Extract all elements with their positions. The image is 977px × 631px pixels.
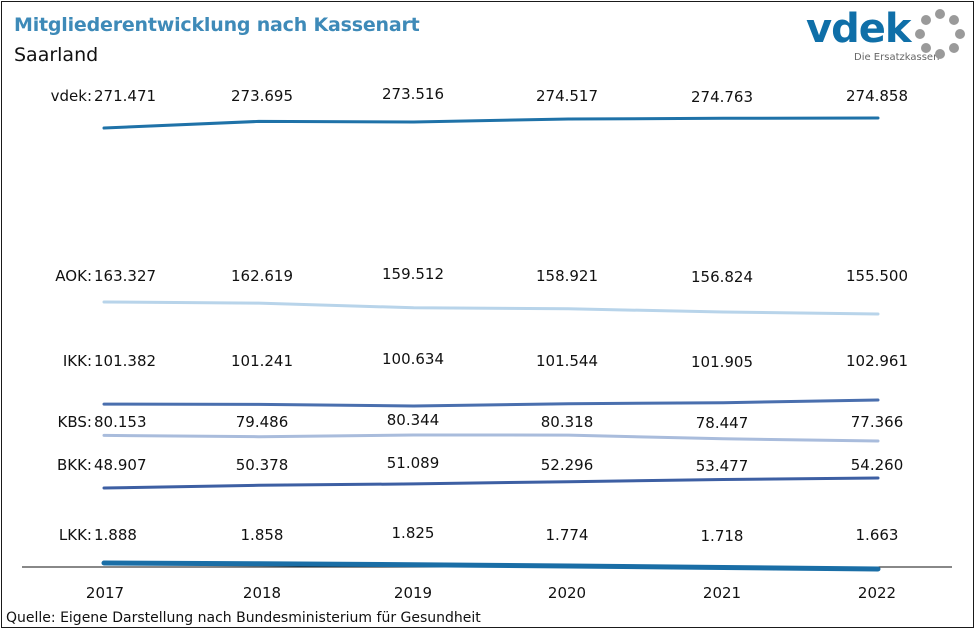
data-label-kbs-2022: 77.366 (851, 413, 904, 431)
data-label-vdek-2017: 271.471 (94, 87, 156, 105)
chart-title: Mitgliederentwicklung nach Kassenart (14, 14, 420, 36)
data-label-vdek-2020: 274.517 (536, 87, 598, 105)
data-label-aok-2018: 162.619 (231, 267, 293, 285)
series-line-lkk (101, 560, 881, 572)
series-label-vdek: vdek: (51, 87, 92, 105)
data-label-lkk-2021: 1.718 (701, 527, 744, 545)
series-line-aok (102, 300, 880, 316)
data-label-lkk-2017: 1.888 (94, 526, 137, 544)
logo-tagline: Die Ersatzkassen (854, 52, 940, 63)
data-label-aok-2021: 156.824 (691, 268, 753, 286)
series-label-aok: AOK: (55, 267, 92, 285)
series-line-bkk (102, 476, 880, 490)
logo-wordmark: vdek (806, 6, 911, 52)
data-label-kbs-2018: 79.486 (236, 413, 289, 431)
series-line-ikk (102, 398, 880, 408)
series-label-ikk: IKK: (63, 352, 92, 370)
data-label-aok-2017: 163.327 (94, 267, 156, 285)
data-label-bkk-2022: 54.260 (851, 456, 904, 474)
data-label-lkk-2018: 1.858 (241, 526, 284, 544)
x-tick-label-2021: 2021 (703, 584, 741, 602)
data-label-lkk-2020: 1.774 (546, 526, 589, 544)
vdek-logo: vdek Die Ersatzkassen (806, 6, 972, 68)
data-label-vdek-2019: 273.516 (382, 85, 444, 103)
series-label-lkk: LKK: (59, 526, 92, 544)
data-label-ikk-2020: 101.544 (536, 352, 598, 370)
x-tick-label-2018: 2018 (243, 584, 281, 602)
data-label-bkk-2019: 51.089 (387, 454, 440, 472)
data-label-vdek-2022: 274.858 (846, 87, 908, 105)
data-label-bkk-2021: 53.477 (696, 457, 749, 475)
data-label-vdek-2018: 273.695 (231, 87, 293, 105)
data-label-kbs-2019: 80.344 (387, 411, 440, 429)
data-label-ikk-2019: 100.634 (382, 350, 444, 368)
x-tick-label-2022: 2022 (858, 584, 896, 602)
data-label-aok-2022: 155.500 (846, 267, 908, 285)
data-label-bkk-2017: 48.907 (94, 456, 147, 474)
data-label-lkk-2019: 1.825 (392, 524, 435, 542)
series-line-vdek (102, 116, 880, 130)
series-line-kbs (102, 433, 880, 443)
data-label-lkk-2022: 1.663 (856, 526, 899, 544)
data-label-aok-2019: 159.512 (382, 265, 444, 283)
chart-subtitle: Saarland (14, 44, 99, 66)
data-label-ikk-2017: 101.382 (94, 352, 156, 370)
data-label-bkk-2020: 52.296 (541, 456, 594, 474)
data-label-kbs-2021: 78.447 (696, 414, 749, 432)
data-label-ikk-2018: 101.241 (231, 352, 293, 370)
x-tick-label-2020: 2020 (548, 584, 586, 602)
x-tick-label-2017: 2017 (86, 584, 124, 602)
data-label-ikk-2021: 101.905 (691, 353, 753, 371)
data-label-aok-2020: 158.921 (536, 267, 598, 285)
x-tick-label-2019: 2019 (394, 584, 432, 602)
logo-ring-icon (915, 9, 965, 59)
series-label-bkk: BKK: (57, 456, 92, 474)
source-note: Quelle: Eigene Darstellung nach Bundesmi… (6, 610, 481, 626)
series-label-kbs: KBS: (58, 413, 92, 431)
data-label-vdek-2021: 274.763 (691, 88, 753, 106)
data-label-kbs-2017: 80.153 (94, 413, 147, 431)
data-label-bkk-2018: 50.378 (236, 456, 289, 474)
data-label-ikk-2022: 102.961 (846, 352, 908, 370)
data-label-kbs-2020: 80.318 (541, 413, 594, 431)
